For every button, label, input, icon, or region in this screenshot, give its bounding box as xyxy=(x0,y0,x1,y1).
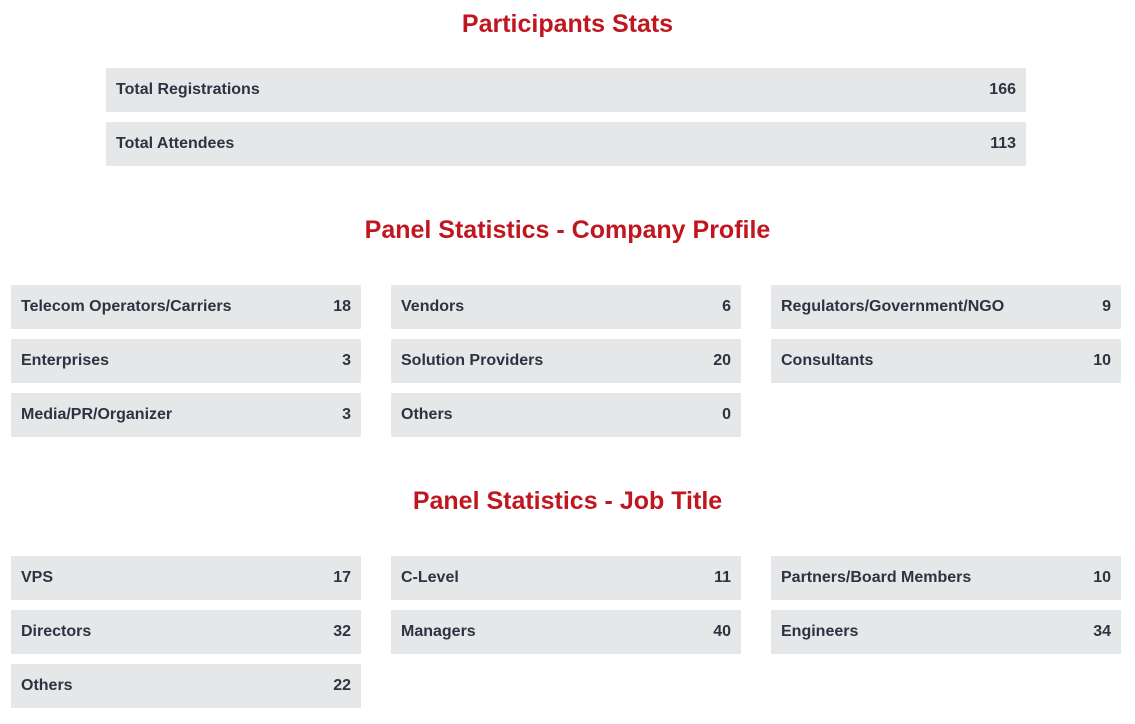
stat-row-vps: VPS 17 xyxy=(11,556,361,600)
stat-value: 11 xyxy=(714,569,731,586)
stat-label: Total Registrations xyxy=(116,81,260,98)
stat-value: 0 xyxy=(722,406,731,423)
stat-row-partners-board: Partners/Board Members 10 xyxy=(771,556,1121,600)
stat-value: 166 xyxy=(989,81,1016,98)
stat-value: 113 xyxy=(990,135,1016,152)
stat-row-others-job: Others 22 xyxy=(11,664,361,708)
stat-row-c-level: C-Level 11 xyxy=(391,556,741,600)
stat-value: 17 xyxy=(333,569,351,586)
stat-label: Directors xyxy=(21,623,92,640)
stat-value: 32 xyxy=(333,623,351,640)
stat-label: Partners/Board Members xyxy=(781,569,972,586)
stat-row-others-company: Others 0 xyxy=(391,393,741,437)
stat-row-telecom-operators: Telecom Operators/Carriers 18 xyxy=(11,285,361,329)
stat-row-engineers: Engineers 34 xyxy=(771,610,1121,654)
stat-row-total-attendees: Total Attendees 113 xyxy=(106,122,1026,166)
stat-label: Others xyxy=(401,406,453,423)
stat-value: 20 xyxy=(713,352,731,369)
stat-label: Regulators/Government/NGO xyxy=(781,298,1005,315)
stat-row-total-registrations: Total Registrations 166 xyxy=(106,68,1026,112)
stat-value: 40 xyxy=(713,623,731,640)
stat-row-regulators: Regulators/Government/NGO 9 xyxy=(771,285,1121,329)
stat-label: C-Level xyxy=(401,569,459,586)
stat-value: 10 xyxy=(1093,352,1111,369)
company-profile-title: Panel Statistics - Company Profile xyxy=(364,216,771,244)
stat-value: 34 xyxy=(1093,623,1111,640)
stat-value: 10 xyxy=(1093,569,1111,586)
stat-value: 6 xyxy=(722,298,731,315)
job-title-stats-title: Panel Statistics - Job Title xyxy=(412,487,723,515)
stat-label: Engineers xyxy=(781,623,859,640)
stat-label: Managers xyxy=(401,623,476,640)
stat-label: Enterprises xyxy=(21,352,110,369)
stat-label: Consultants xyxy=(781,352,874,369)
stat-row-enterprises: Enterprises 3 xyxy=(11,339,361,383)
stat-label: Others xyxy=(21,677,73,694)
stat-value: 22 xyxy=(333,677,351,694)
stat-row-solution-providers: Solution Providers 20 xyxy=(391,339,741,383)
stat-row-vendors: Vendors 6 xyxy=(391,285,741,329)
stat-row-managers: Managers 40 xyxy=(391,610,741,654)
stat-row-directors: Directors 32 xyxy=(11,610,361,654)
participants-stats-title: Participants Stats xyxy=(461,10,674,38)
stat-row-media-pr-organizer: Media/PR/Organizer 3 xyxy=(11,393,361,437)
stat-label: Solution Providers xyxy=(401,352,544,369)
stat-value: 9 xyxy=(1102,298,1111,315)
stat-label: Vendors xyxy=(401,298,465,315)
stat-row-consultants: Consultants 10 xyxy=(771,339,1121,383)
stat-value: 3 xyxy=(342,406,351,423)
stat-label: VPS xyxy=(21,569,54,586)
stat-value: 18 xyxy=(333,298,351,315)
stat-label: Total Attendees xyxy=(116,135,235,152)
stat-label: Telecom Operators/Carriers xyxy=(21,298,232,315)
stat-label: Media/PR/Organizer xyxy=(21,406,173,423)
stat-value: 3 xyxy=(342,352,351,369)
